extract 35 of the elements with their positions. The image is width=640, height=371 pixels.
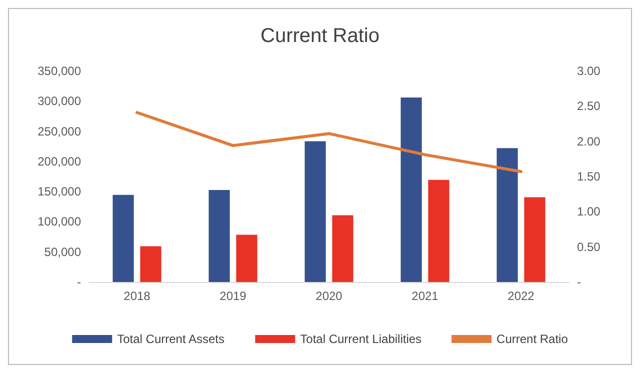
- y-tick-label: 200,000: [38, 154, 82, 168]
- y-tick-label: -: [77, 275, 81, 289]
- x-tick-label: 2020: [316, 289, 343, 303]
- y2-tick-label: 2.00: [577, 134, 601, 148]
- y2-tick-label: 0.50: [577, 240, 601, 254]
- bar: [496, 148, 518, 282]
- bar: [332, 215, 354, 282]
- y2-tick-label: -: [577, 275, 581, 289]
- y2-tick-label: 1.00: [577, 204, 601, 219]
- bar: [428, 180, 450, 282]
- y2-tick-label: 3.00: [577, 64, 601, 78]
- x-tick-label: 2018: [124, 289, 151, 303]
- legend-label: Current Ratio: [496, 332, 568, 346]
- x-tick-label: 2022: [508, 289, 535, 303]
- y-tick-label: 100,000: [38, 214, 82, 229]
- y-tick-label: 250,000: [38, 124, 82, 138]
- bar: [400, 98, 422, 282]
- y-tick-label: 150,000: [38, 184, 82, 199]
- bar: [304, 141, 326, 282]
- y2-tick-label: 1.50: [577, 170, 601, 184]
- bar: [208, 190, 230, 282]
- x-tick-label: 2021: [412, 289, 439, 303]
- x-tick-label: 2019: [220, 289, 247, 303]
- bar: [524, 197, 546, 282]
- y-tick-label: 300,000: [38, 94, 82, 108]
- bar: [236, 234, 258, 282]
- bar: [112, 194, 134, 282]
- chart-title: Current Ratio: [260, 25, 380, 47]
- legend-label: Total Current Assets: [117, 332, 224, 346]
- y-tick-label: 350,000: [38, 64, 82, 78]
- line-series: [136, 110, 522, 174]
- y2-tick-label: 2.50: [577, 99, 601, 114]
- y-tick-label: 50,000: [44, 244, 82, 259]
- bar: [140, 246, 162, 282]
- legend-label: Total Current Liabilities: [300, 332, 422, 346]
